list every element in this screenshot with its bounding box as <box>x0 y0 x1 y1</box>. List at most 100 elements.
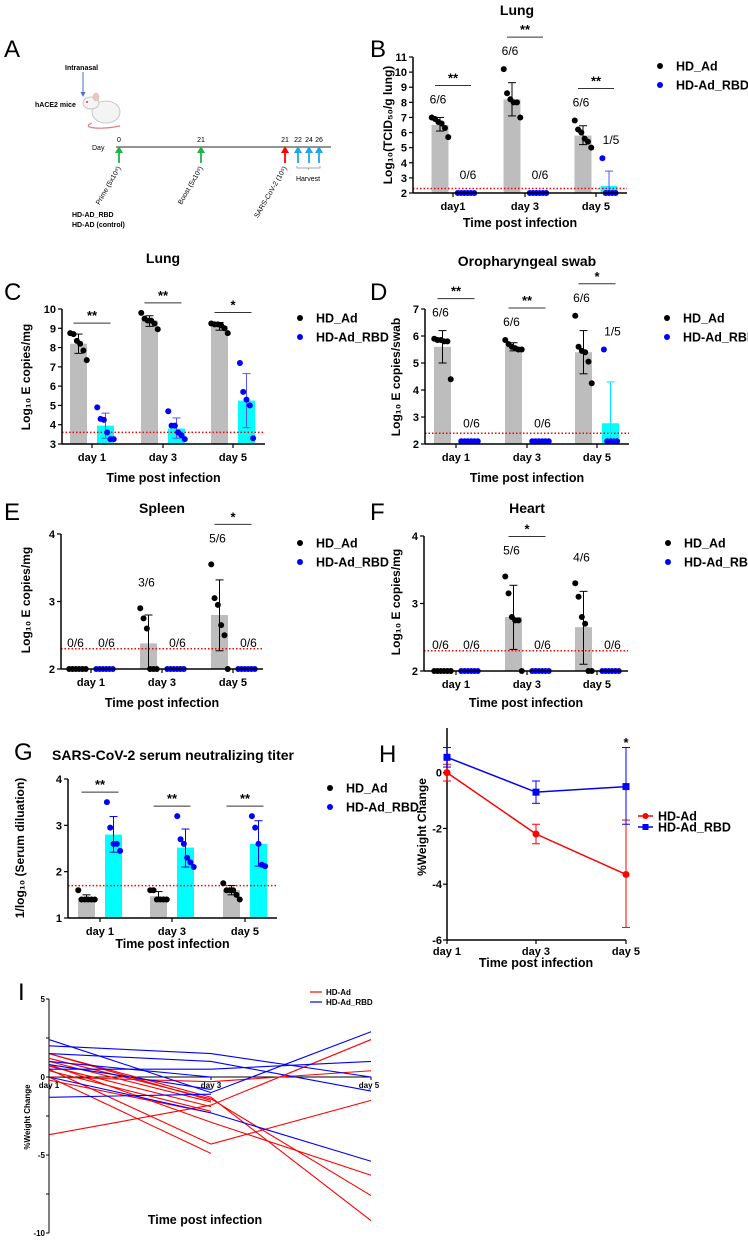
harvest-arrow-icon <box>294 146 302 163</box>
legend-marker-icon <box>664 315 670 321</box>
chart-panel-b: B Lung 6/6 6/6 6/6 0/6 0/6 1/5 ** ** ** 2 3 4 5 6 7 8 9 10 1… <box>370 2 748 230</box>
y-tick-label: -6 <box>432 935 442 947</box>
y-tick-label: -4 <box>432 879 443 891</box>
day-tick: 21 <box>197 137 205 144</box>
y-tick-label: 1 <box>56 913 62 925</box>
y-tick-label: 11 <box>395 52 407 64</box>
x-tick-label: day 3 <box>149 452 177 464</box>
legend-label: HD-Ad_RBD <box>683 331 748 345</box>
y-tick-label: 3 <box>412 599 418 611</box>
data-point <box>214 601 221 608</box>
significance-label: ** <box>522 293 533 308</box>
bar-hd <box>211 326 228 444</box>
data-point <box>236 360 243 366</box>
individual-mouse-line <box>48 1068 372 1145</box>
y-axis-label: %Weight Change <box>415 778 429 876</box>
data-point <box>500 66 507 73</box>
significance-label: ** <box>95 777 106 792</box>
bar-hd <box>575 352 592 444</box>
y-tick-label: 5 <box>413 358 419 370</box>
harvest-arrow-icon <box>305 146 313 163</box>
data-point <box>137 605 144 612</box>
mouse-illustration-icon <box>82 92 121 129</box>
day-tick: 22 <box>294 137 302 144</box>
y-tick-label: 8 <box>50 343 56 355</box>
data-point <box>502 337 509 344</box>
chart-title: Lung <box>146 250 180 266</box>
individual-mouse-line <box>48 1057 372 1197</box>
legend-marker-icon <box>665 559 671 565</box>
data-point <box>107 824 114 831</box>
data-point <box>236 896 243 903</box>
significance-label: * <box>623 735 629 750</box>
x-tick-label: day 1 <box>442 452 470 464</box>
x-tick-label: day 5 <box>231 926 259 938</box>
prime-arrow-icon <box>115 146 123 163</box>
x-tick-label: day 5 <box>582 201 610 213</box>
legend-marker-icon <box>642 813 649 819</box>
y-tick-label: 3 <box>401 173 407 185</box>
mice-label: hACE2 mice <box>35 102 76 109</box>
y-axis-label: Log₁₀ E copies/swab <box>389 318 403 436</box>
data-point <box>575 343 582 350</box>
legend-label: HD-Ad_RBD <box>316 556 389 570</box>
data-point <box>70 331 77 338</box>
data-point <box>447 376 454 383</box>
data-point <box>177 836 184 843</box>
harvest-label: Harvest <box>296 176 320 183</box>
data-point <box>221 325 228 332</box>
data-point <box>532 788 540 796</box>
individual-mouse-line <box>48 1053 372 1221</box>
data-point <box>252 824 259 831</box>
y-tick-label: 7 <box>50 362 56 374</box>
day-tick: 26 <box>315 137 323 144</box>
data-point <box>513 99 520 106</box>
data-point <box>575 593 582 600</box>
x-tick-label: day 3 <box>158 926 186 938</box>
legend-label: HD-Ad_RBD <box>684 556 748 570</box>
y-tick-label: 6 <box>413 331 419 343</box>
data-point <box>572 580 579 587</box>
data-point <box>103 799 110 806</box>
positive-ratio-label: 0/6 <box>604 638 621 652</box>
legend-marker-icon <box>327 804 333 810</box>
x-tick-label: day 1 <box>86 926 114 938</box>
chart-panel-f: F Heart 0/6 5/6 4/6 0/6 0/6 0/6 * 2 3 4 day 1 day 3 da… <box>370 499 748 710</box>
significance-label: ** <box>591 73 602 88</box>
y-tick-label: 4 <box>413 385 420 397</box>
data-point <box>517 114 524 121</box>
data-point <box>165 408 172 415</box>
x-tick-label: day1 <box>440 201 465 213</box>
x-tick-label: day 1 <box>433 946 461 958</box>
positive-ratio-label: 0/6 <box>460 168 477 182</box>
y-tick-label: 4 <box>50 420 57 432</box>
y-tick-label: 3 <box>413 412 419 424</box>
legend-label: HD-Ad_RBD <box>676 79 748 93</box>
data-point <box>578 129 585 136</box>
y-tick-label: -2 <box>432 823 442 835</box>
y-tick-label: 6 <box>401 128 407 140</box>
boost-arrow-icon <box>197 146 205 163</box>
y-tick-label: 7 <box>413 304 419 316</box>
data-point <box>113 840 120 847</box>
chart-title: SARS-CoV-2 serum neutralizing titer <box>52 747 294 763</box>
legend-label: HD-Ad <box>326 988 351 997</box>
data-point <box>571 117 578 124</box>
significance-label: ** <box>240 791 251 806</box>
group-label: HD-AD (control) <box>72 222 125 229</box>
x-axis-label: Time post infection <box>469 696 583 710</box>
data-point <box>240 388 247 395</box>
x-tick-label: day 1 <box>442 679 470 691</box>
data-point <box>504 90 511 97</box>
legend-label: HD_Ad <box>316 312 358 326</box>
legend-marker-icon <box>297 315 303 321</box>
y-tick-label: 5 <box>41 995 46 1004</box>
bar-rbd <box>105 834 122 918</box>
chart-panel-e: E Spleen 0/6 3/6 5/6 0/6 0/6 0/6 * 2 3 4 day 1 day 3 d… <box>4 499 389 710</box>
legend-label: HD-Ad_RBD <box>316 331 389 345</box>
data-point <box>582 349 589 356</box>
legend-marker-icon <box>657 82 663 88</box>
individual-mouse-line <box>48 1039 372 1136</box>
data-point <box>230 887 237 894</box>
